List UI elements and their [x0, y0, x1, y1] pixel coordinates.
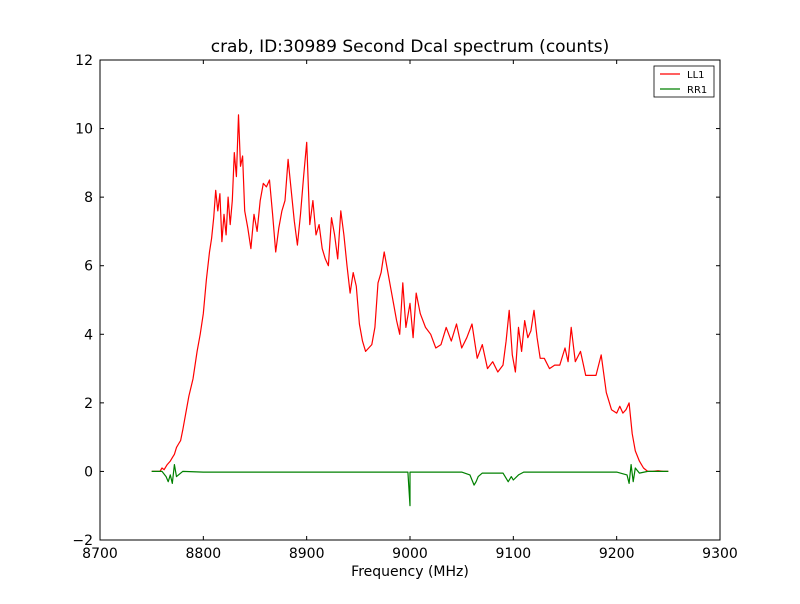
x-axis-label: Frequency (MHz) [351, 564, 469, 580]
y-tick-label: 12 [75, 53, 93, 69]
x-tick-label: 9300 [702, 546, 738, 562]
axis-ticks: 8700 8800 8900 9000 9100 9200 9300 −2 0 2 4 6 8 10 12 [72, 53, 737, 562]
legend-label-rr1: RR1 [687, 85, 707, 96]
y-tick-label: 10 [75, 122, 93, 138]
x-tick-label: 9200 [599, 546, 635, 562]
chart-title: crab, ID:30989 Second Dcal spectrum (cou… [211, 37, 610, 57]
x-tick-label: 9100 [496, 546, 532, 562]
legend-label-ll1: LL1 [687, 70, 705, 81]
y-tick-label: 4 [84, 327, 93, 343]
y-tick-label: 8 [84, 190, 93, 206]
data-series [151, 114, 669, 507]
y-tick-label: 2 [84, 396, 93, 412]
y-tick-label: 0 [84, 464, 93, 480]
legend: LL1 RR1 [653, 65, 715, 98]
y-tick-label: −2 [72, 533, 93, 549]
x-tick-label: 9000 [392, 546, 428, 562]
y-tick-label: 6 [84, 259, 93, 275]
series-line-rr1 [151, 464, 669, 507]
series-line-ll1 [151, 114, 669, 472]
x-tick-label: 8700 [82, 546, 118, 562]
legend-box [653, 65, 715, 98]
x-tick-label: 8900 [289, 546, 325, 562]
x-tick-label: 8800 [186, 546, 222, 562]
